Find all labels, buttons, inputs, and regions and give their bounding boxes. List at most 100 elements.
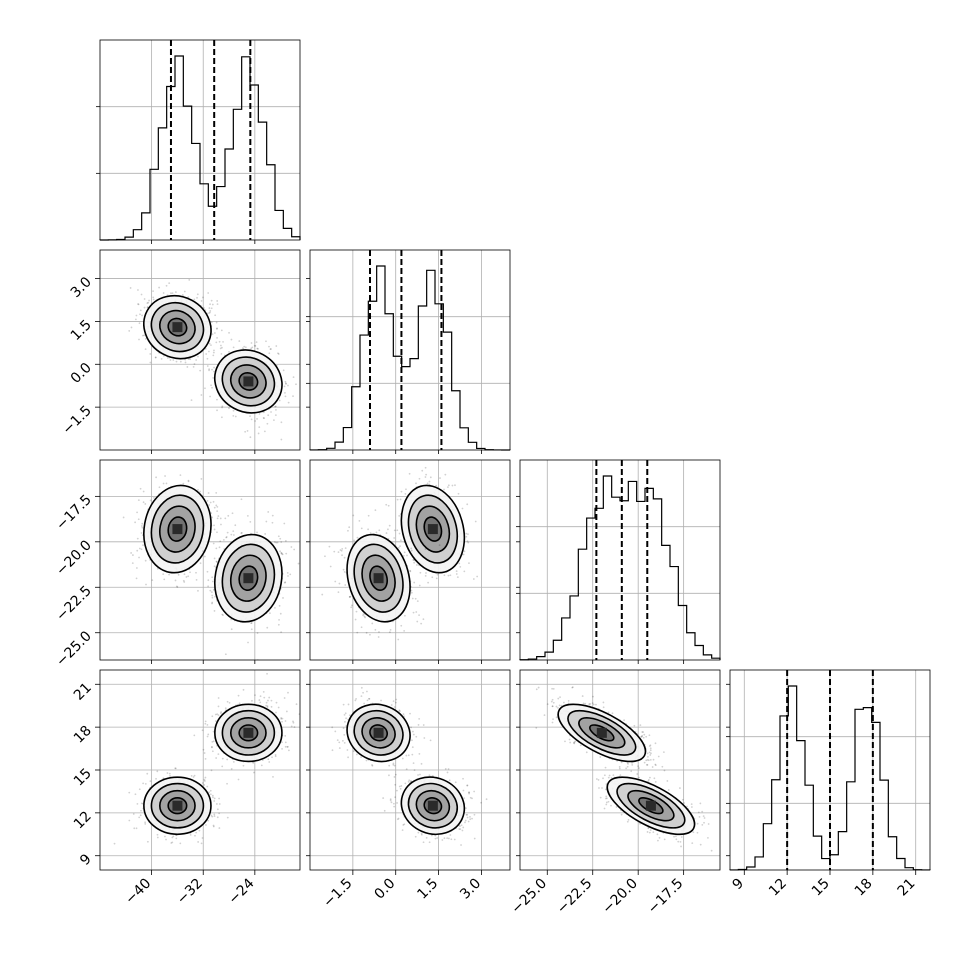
scatter-point <box>213 528 216 531</box>
scatter-point <box>143 334 146 337</box>
scatter-point <box>256 531 258 534</box>
axes-frame <box>519 459 721 661</box>
scatter-point <box>138 322 141 325</box>
scatter-point <box>206 365 209 367</box>
scatter-point <box>215 321 218 324</box>
scatter-point <box>172 359 175 361</box>
axes-frame <box>99 39 301 241</box>
scatter-point <box>367 528 370 531</box>
scatter-point <box>265 340 267 343</box>
scatter-point <box>213 370 215 373</box>
scatter-point <box>258 412 261 415</box>
scatter-point <box>451 484 454 487</box>
scatter-point <box>257 432 260 435</box>
scatter-point <box>216 327 218 330</box>
scatter-point <box>267 414 270 417</box>
scatter-point <box>146 306 149 308</box>
scatter-point <box>220 523 222 526</box>
scatter-point <box>204 387 206 390</box>
scatter-point <box>137 303 139 305</box>
scatter-point <box>228 350 230 353</box>
scatter-point <box>455 573 458 575</box>
scatter-point <box>144 823 147 825</box>
scatter-point <box>427 581 430 584</box>
scatter-point <box>216 337 218 339</box>
scatter-point <box>280 631 283 633</box>
scatter-point <box>328 545 331 548</box>
scatter-point <box>438 544 441 547</box>
scatter-point <box>224 517 227 520</box>
scatter-point <box>211 368 213 371</box>
density-contour <box>143 484 212 574</box>
scatter-point <box>185 576 188 578</box>
scatter-point <box>360 626 363 629</box>
panel-content <box>321 466 479 641</box>
scatter-point <box>208 350 210 353</box>
scatter-point <box>278 618 280 621</box>
density-peak <box>243 573 254 584</box>
scatter-point <box>230 628 233 631</box>
scatter-point <box>136 537 139 540</box>
scatter-point <box>140 548 143 551</box>
histogram-step-line <box>729 685 931 871</box>
density-contour <box>361 554 396 602</box>
scatter-point <box>162 573 165 576</box>
density-contour <box>346 533 411 623</box>
scatter-point <box>219 540 222 543</box>
scatter-point <box>271 514 274 517</box>
scatter-point <box>256 632 259 634</box>
scatter-point <box>155 777 157 780</box>
scatter-point <box>415 611 418 613</box>
scatter-point <box>271 521 274 524</box>
scatter-point <box>342 568 345 571</box>
scatter-point <box>429 476 432 479</box>
scatter-point <box>369 532 372 534</box>
scatter-point <box>143 306 146 309</box>
scatter-point <box>249 415 251 418</box>
scatter-point <box>218 546 221 549</box>
scatter-point <box>212 825 215 828</box>
scatter-panel-0-1 <box>99 249 301 451</box>
scatter-point <box>228 331 230 334</box>
scatter-point <box>468 562 470 565</box>
scatter-point <box>189 358 192 361</box>
scatter-point <box>428 480 431 483</box>
scatter-point <box>148 299 150 302</box>
scatter-point <box>213 800 216 802</box>
density-peak <box>427 524 438 535</box>
scatter-point <box>274 606 276 609</box>
scatter-point <box>226 531 229 534</box>
scatter-point <box>144 338 147 340</box>
scatter-point <box>232 414 235 417</box>
scatter-point <box>444 473 447 476</box>
scatter-point <box>187 480 190 483</box>
scatter-point <box>187 575 190 578</box>
scatter-point <box>215 504 218 507</box>
scatter-point <box>168 772 171 775</box>
scatter-point <box>138 788 141 791</box>
scatter-point <box>238 340 241 342</box>
scatter-point <box>435 577 438 580</box>
scatter-point <box>202 550 204 552</box>
hist-panel-2 <box>516 459 721 661</box>
scatter-point <box>278 399 281 402</box>
scatter-point <box>149 353 152 355</box>
density-peak <box>373 573 384 584</box>
scatter-point <box>279 612 282 615</box>
scatter-point <box>212 542 215 545</box>
scatter-point <box>419 571 422 574</box>
scatter-point <box>184 358 187 361</box>
scatter-point <box>174 291 177 293</box>
scatter-point <box>218 340 221 343</box>
scatter-point <box>210 814 213 817</box>
scatter-point <box>418 614 420 617</box>
scatter-panel-0-2 <box>99 459 301 661</box>
scatter-point <box>195 359 198 361</box>
scatter-point <box>171 836 174 839</box>
scatter-point <box>426 482 429 485</box>
scatter-point <box>134 793 137 796</box>
scatter-point <box>142 501 145 504</box>
scatter-point <box>421 469 424 472</box>
scatter-point <box>269 348 272 350</box>
